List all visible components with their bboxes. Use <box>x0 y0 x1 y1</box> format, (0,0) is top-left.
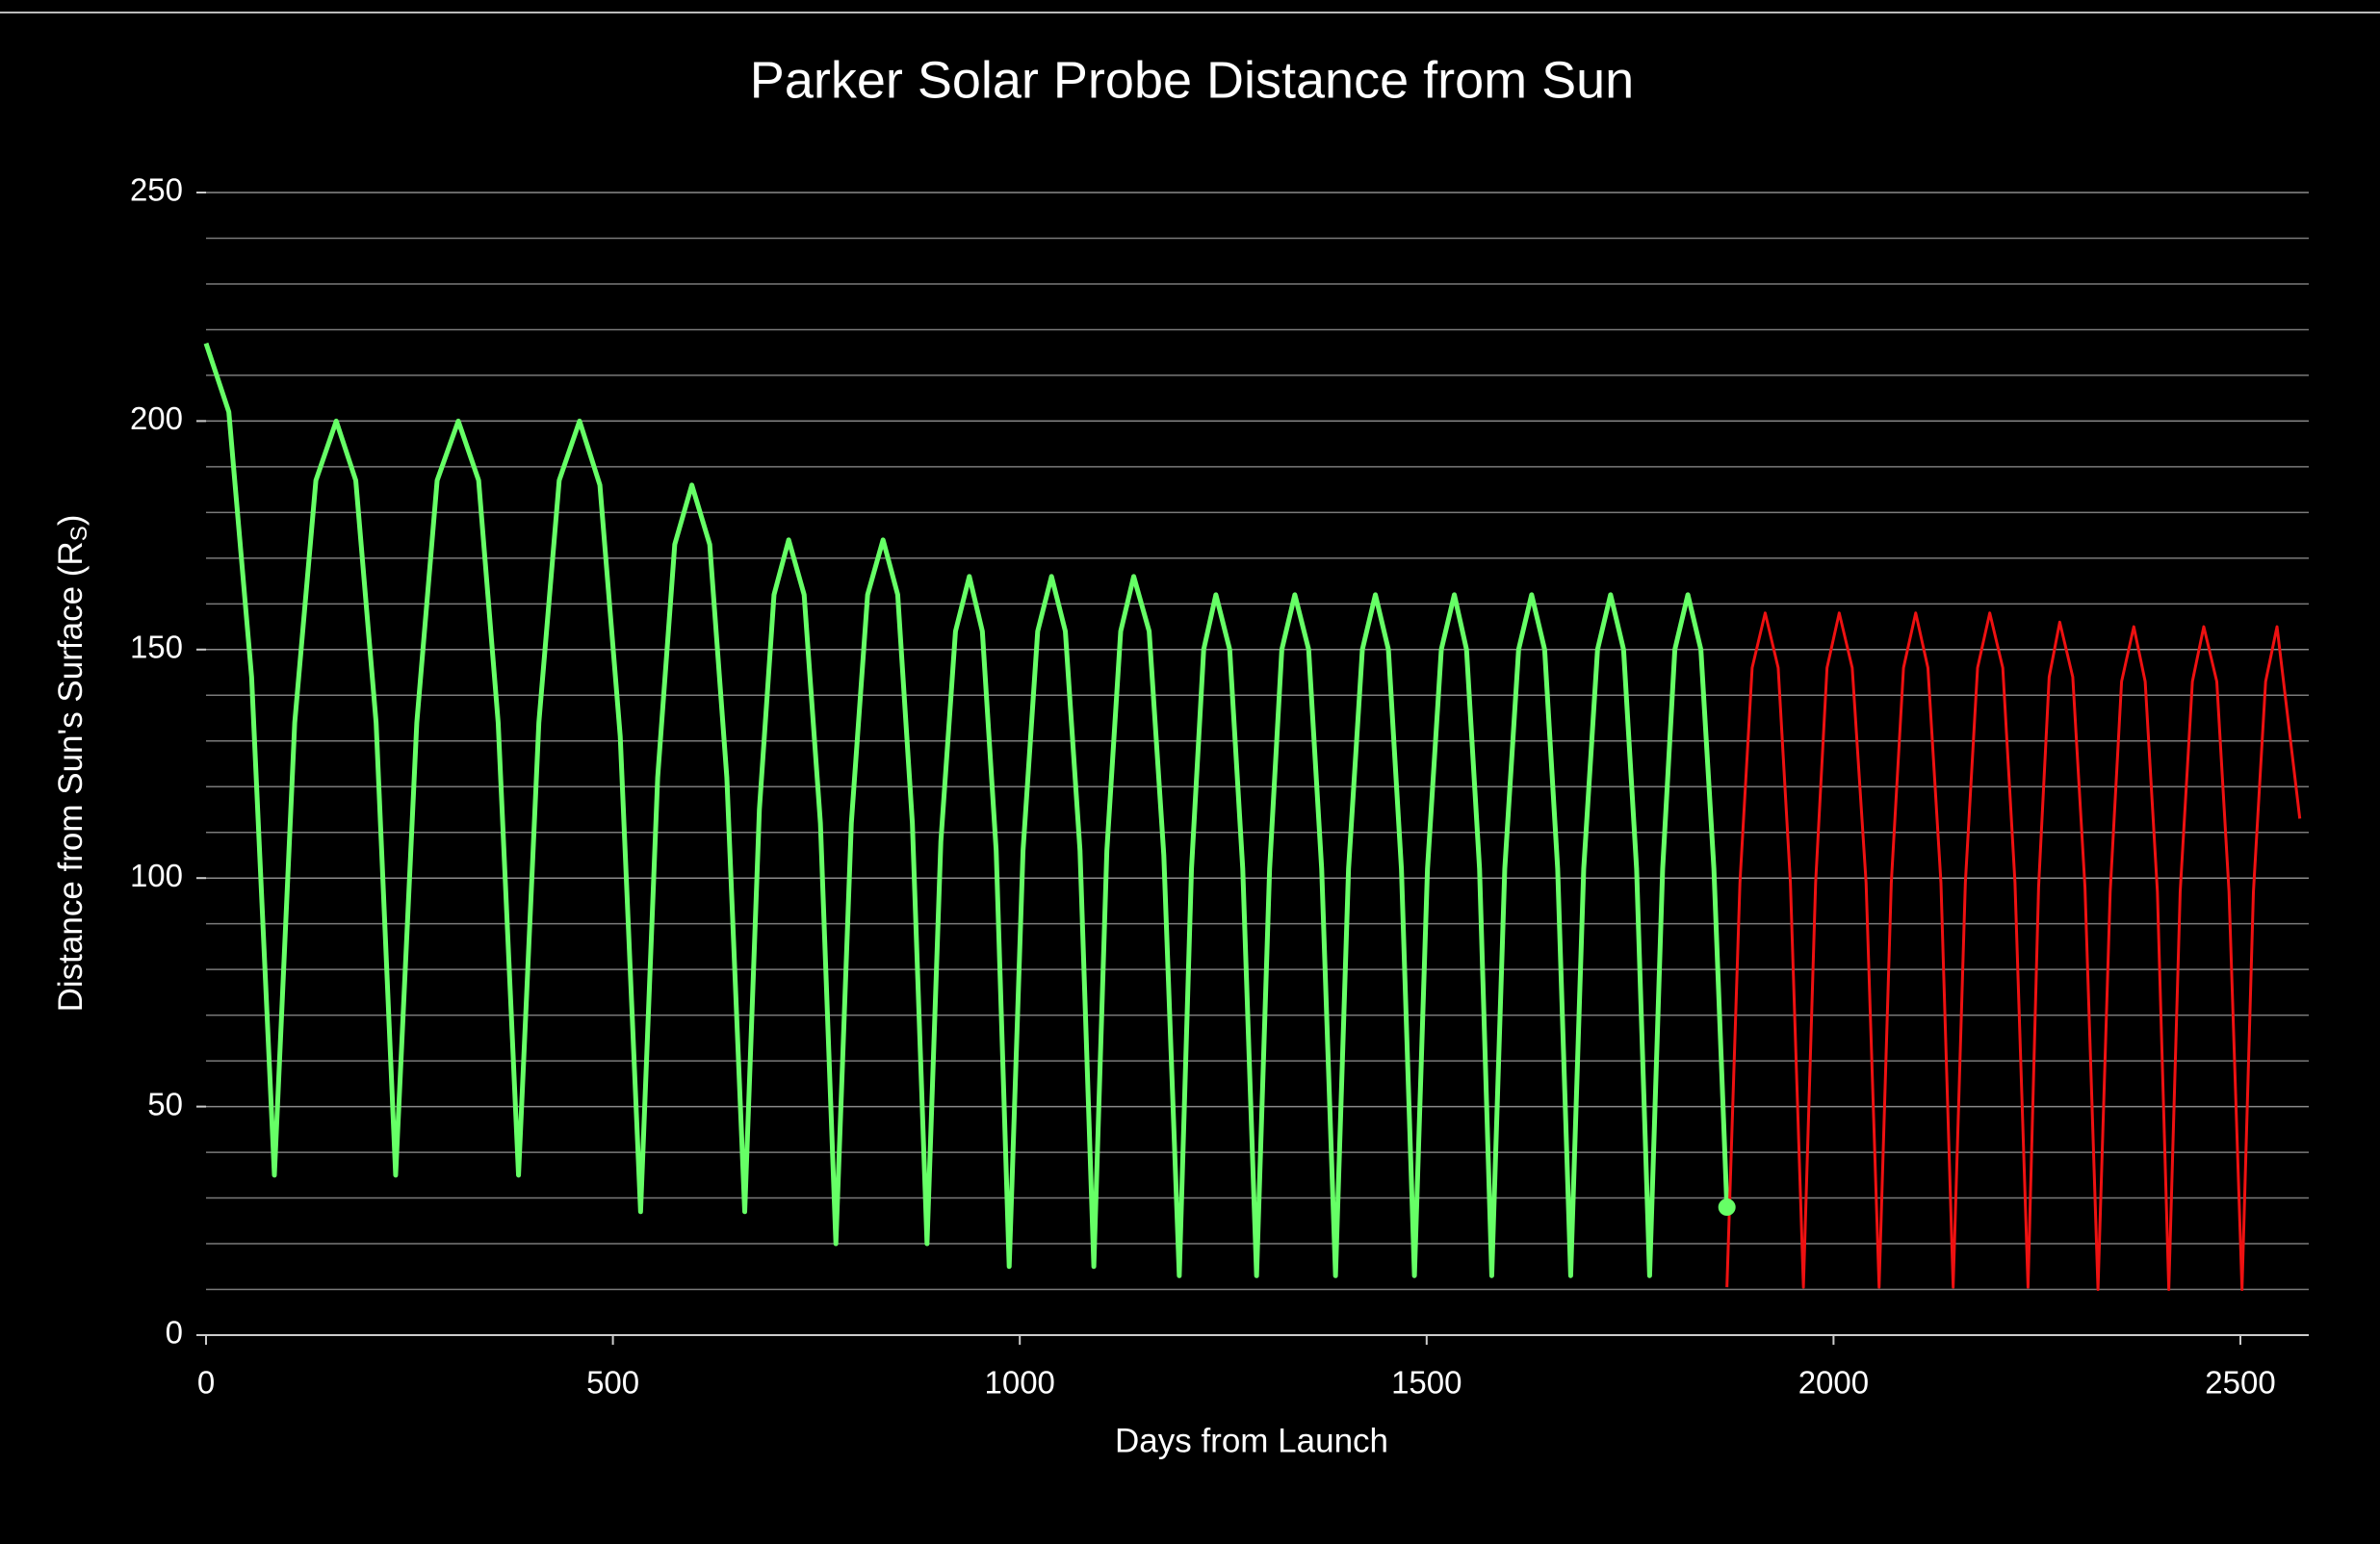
plot-area <box>203 342 2302 1292</box>
x-tick-label: 2500 <box>2205 1365 2275 1401</box>
y-tick-label: 50 <box>147 1086 183 1121</box>
x-tick-label: 500 <box>586 1365 639 1401</box>
y-tick-label: 0 <box>166 1315 183 1351</box>
x-tick-label: 1000 <box>984 1365 1054 1401</box>
chart-title: Parker Solar Probe Distance from Sun <box>750 51 1634 109</box>
y-tick-label: 100 <box>130 858 183 893</box>
y-axis-label-subscript: S <box>66 526 92 541</box>
x-tick-label: 1500 <box>1391 1365 1462 1401</box>
series-line <box>203 342 1730 1278</box>
x-axis-label: Days from Launch <box>1115 1422 1388 1459</box>
y-tick-label: 150 <box>130 630 183 665</box>
y-axis-label-text: Distance from Sun's Surface (R <box>52 541 90 1012</box>
x-tick-label: 2000 <box>1798 1365 1869 1401</box>
y-axis-label-close: ) <box>52 515 90 527</box>
y-axis-label: Distance from Sun's Surface (RS) <box>52 515 92 1013</box>
y-tick-label: 200 <box>130 400 183 436</box>
y-tick-label: 250 <box>130 172 183 208</box>
current-position-marker <box>1718 1198 1736 1217</box>
series-line <box>1725 611 2302 1292</box>
x-tick-label: 0 <box>197 1365 215 1401</box>
